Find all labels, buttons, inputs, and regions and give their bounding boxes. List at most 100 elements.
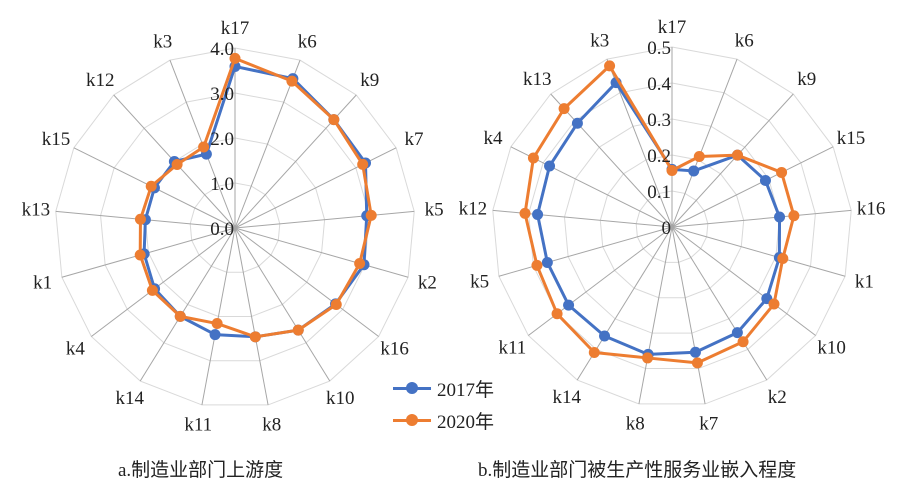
data-point-k2 [354, 257, 366, 269]
grid-ring [100, 92, 370, 362]
spoke [234, 94, 357, 229]
axis-label-k6: k6 [298, 32, 317, 53]
axis-label-k12: k12 [459, 199, 488, 220]
series-line-2020年 [138, 56, 373, 339]
data-point-k16 [330, 298, 342, 310]
tick-label: 1.0 [210, 174, 234, 195]
grid-ring [563, 118, 781, 334]
legend-swatch-2017 [393, 381, 431, 394]
axis-label-k7: k7 [699, 414, 718, 435]
axis-label-k10: k10 [326, 388, 355, 409]
radar-chart-b: k17 k6 k9 k15 k16 k1 k10 k2 k7 k8 k14 k11 k5 k12 k4 k13… [459, 17, 886, 435]
tick-label: 0.4 [647, 74, 671, 95]
axis-label-k6: k6 [735, 31, 754, 52]
data-point-k8 [642, 352, 654, 364]
data-point-k9 [731, 149, 743, 161]
spoke [671, 226, 768, 381]
spoke [671, 226, 706, 405]
axis-label-k14: k14 [115, 388, 144, 409]
axis-label-k11: k11 [498, 338, 526, 359]
spoke [498, 226, 673, 277]
series-line-2017年 [142, 64, 369, 339]
data-point-k1 [134, 249, 146, 261]
data-point-k12 [532, 209, 544, 221]
spoke [671, 226, 846, 277]
tick-label: 0.5 [647, 38, 671, 59]
data-point-k15 [759, 174, 771, 186]
data-point-k11 [209, 329, 221, 341]
grid-ring [599, 154, 745, 299]
data-point-k11 [551, 308, 563, 320]
data-point-k13 [134, 213, 146, 225]
data-point-k14 [599, 330, 611, 342]
spoke [234, 227, 331, 382]
data-point-k4 [146, 284, 158, 296]
axis-label-k9: k9 [360, 70, 379, 91]
tick-label: 0 [662, 218, 672, 239]
spoke [671, 146, 834, 228]
legend: 2017年 2020年 [393, 372, 494, 436]
series-line-2017年 [536, 81, 782, 356]
axis-label-k1: k1 [33, 273, 52, 294]
axis-label-k8: k8 [262, 415, 281, 436]
legend-item-2020: 2020年 [393, 404, 494, 436]
data-point-k6 [286, 75, 298, 87]
tick-label: 4.0 [210, 39, 234, 60]
data-point-k6 [693, 151, 705, 163]
axis-label-k13: k13 [22, 200, 51, 221]
data-point-k14 [588, 346, 600, 358]
data-point-k14 [174, 310, 186, 322]
axis-label-k4: k4 [483, 128, 503, 149]
legend-label-2017: 2017年 [437, 379, 495, 401]
data-point-k13 [571, 117, 583, 129]
spoke [234, 210, 415, 229]
grid-ring [635, 190, 709, 263]
grid-ring [528, 82, 816, 370]
data-point-k7 [689, 346, 701, 358]
data-point-k6 [688, 165, 700, 177]
grid-ring [55, 47, 415, 406]
data-point-k16 [788, 210, 800, 222]
data-point-k3 [198, 141, 210, 153]
axis-label-k3: k3 [153, 32, 172, 53]
caption-a: a.制造业部门上游度 [118, 460, 284, 481]
series-line-2020年 [523, 64, 796, 365]
data-point-k4 [544, 160, 556, 172]
axis-label-k3: k3 [590, 31, 609, 52]
tick-label: 0.2 [647, 146, 671, 167]
axis-label-k14: k14 [552, 387, 581, 408]
spoke [201, 227, 236, 406]
tick-label: 3.0 [210, 84, 234, 105]
axis-label-k7: k7 [405, 129, 424, 150]
axis-label-k9: k9 [797, 69, 816, 90]
axis-label-k15: k15 [837, 128, 866, 149]
data-point-k4 [527, 152, 539, 164]
data-point-k1 [777, 253, 789, 265]
data-point-k11 [211, 318, 223, 330]
axis-label-k16: k16 [380, 339, 409, 360]
axis-label-k16: k16 [857, 199, 886, 220]
spoke [91, 227, 236, 337]
tick-label: 0.0 [210, 219, 234, 240]
data-point-k17 [666, 164, 678, 176]
data-point-k12 [171, 158, 183, 170]
axis-label-k12: k12 [86, 70, 115, 91]
data-point-k2 [737, 336, 749, 348]
spoke [671, 209, 852, 228]
tick-label: 2.0 [210, 129, 234, 150]
spoke [671, 226, 816, 336]
spoke [528, 226, 673, 336]
axis-label-k5: k5 [470, 272, 489, 293]
spoke [139, 227, 236, 382]
spoke [671, 58, 738, 228]
axis-label-k13: k13 [523, 69, 552, 90]
axis-label-k2: k2 [418, 273, 437, 294]
data-point-k15 [145, 180, 157, 192]
axis-label-k10: k10 [817, 338, 846, 359]
axis-label-k5: k5 [425, 200, 444, 221]
spoke [234, 227, 379, 337]
axis-label-k2: k2 [768, 387, 787, 408]
axis-label-k1: k1 [855, 272, 874, 293]
